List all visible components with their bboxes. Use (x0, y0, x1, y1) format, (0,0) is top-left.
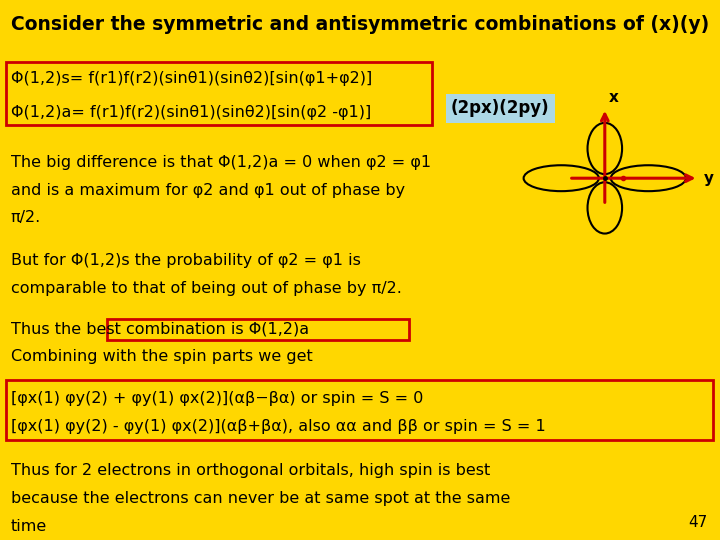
Text: y: y (704, 171, 714, 186)
Bar (6, 62, 432, 125)
Text: Φ(1,2)a= f(r1)f(r2)(sinθ1)(sinθ2)[sin(φ2 -φ1)]: Φ(1,2)a= f(r1)f(r2)(sinθ1)(sinθ2)[sin(φ2… (11, 105, 371, 120)
Text: [φx(1) φy(2) + φy(1) φx(2)](αβ−βα) or spin = S = 0: [φx(1) φy(2) + φy(1) φx(2)](αβ−βα) or sp… (11, 391, 423, 406)
Text: comparable to that of being out of phase by π/2.: comparable to that of being out of phase… (11, 281, 402, 296)
Text: Combining with the spin parts we get: Combining with the spin parts we get (11, 349, 312, 364)
Text: and is a maximum for φ2 and φ1 out of phase by: and is a maximum for φ2 and φ1 out of ph… (11, 183, 405, 198)
Text: (2px)(2py): (2px)(2py) (451, 99, 549, 117)
Text: x: x (608, 90, 618, 105)
Text: Consider the symmetric and antisymmetric combinations of (x)(y): Consider the symmetric and antisymmetric… (11, 15, 709, 34)
Text: [φx(1) φy(2) - φy(1) φx(2)](αβ+βα), also αα and ββ or spin = S = 1: [φx(1) φy(2) - φy(1) φx(2)](αβ+βα), also… (11, 419, 546, 434)
Text: π/2.: π/2. (11, 210, 41, 225)
Text: because the electrons can never be at same spot at the same: because the electrons can never be at sa… (11, 491, 510, 507)
Text: But for Φ(1,2)s the probability of φ2 = φ1 is: But for Φ(1,2)s the probability of φ2 = … (11, 253, 361, 268)
Bar (6, 380, 713, 440)
Text: time: time (11, 519, 47, 534)
Bar (107, 319, 409, 340)
Text: Thus for 2 electrons in orthogonal orbitals, high spin is best: Thus for 2 electrons in orthogonal orbit… (11, 463, 490, 478)
Text: Φ(1,2)s= f(r1)f(r2)(sinθ1)(sinθ2)[sin(φ1+φ2)]: Φ(1,2)s= f(r1)f(r2)(sinθ1)(sinθ2)[sin(φ1… (11, 71, 372, 86)
Text: Thus the best combination is Φ(1,2)a: Thus the best combination is Φ(1,2)a (11, 322, 309, 337)
Text: The big difference is that Φ(1,2)a = 0 when φ2 = φ1: The big difference is that Φ(1,2)a = 0 w… (11, 154, 431, 170)
Text: 47: 47 (688, 515, 707, 530)
